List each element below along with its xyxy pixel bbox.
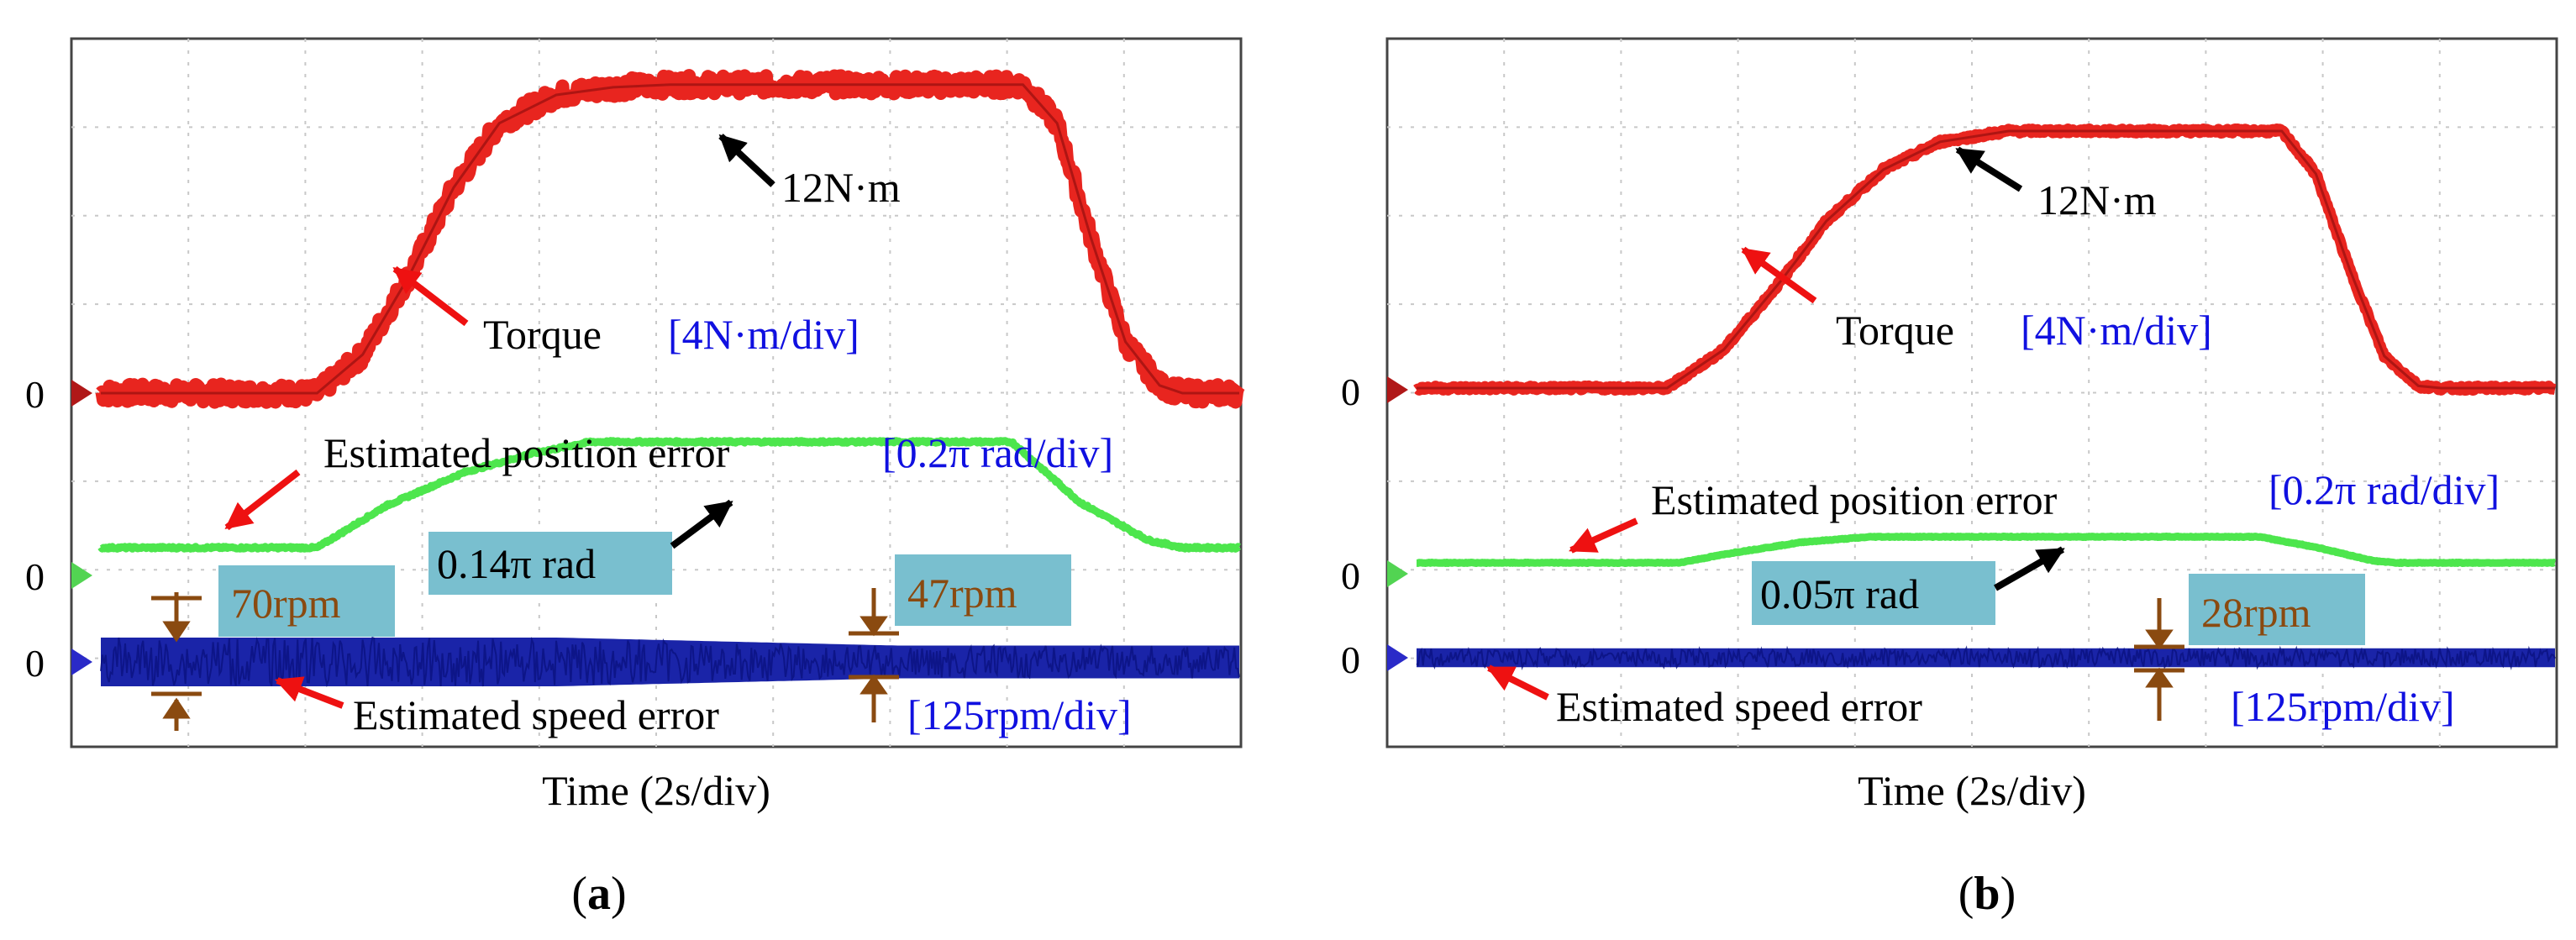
speed-pointer-arrow xyxy=(275,676,344,709)
position-value-arrow xyxy=(670,499,733,549)
torque-pointer-arrow xyxy=(1741,246,1817,304)
traces xyxy=(1412,123,2559,670)
torque-value-arrow xyxy=(1955,146,2023,192)
panel-label: (a) xyxy=(571,868,626,920)
rpm-box-end xyxy=(2189,574,2365,645)
speed-error-label: Estimated speed error xyxy=(353,691,719,738)
torque-value-label: 12N·m xyxy=(781,164,901,211)
position-scale: [0.2π rad/div] xyxy=(2268,466,2500,513)
speed-error-trace xyxy=(100,636,1240,688)
position-value-box xyxy=(428,532,672,595)
speed-error-label: Estimated speed error xyxy=(1556,683,1922,730)
panel-a: 0 0 0 12N·m Torque [4N·m/div] Estimated … xyxy=(25,37,1245,920)
position-error-trace xyxy=(1414,533,2558,567)
torque-trace-center xyxy=(101,83,1239,395)
rpm-bracket-end xyxy=(849,588,899,722)
x-axis-label: Time (2s/div) xyxy=(542,767,770,814)
torque-label: Torque xyxy=(483,311,602,358)
rpm-bracket-end xyxy=(2134,598,2184,721)
position-value-label: 0.05π rad xyxy=(1760,570,1919,617)
speed-zero-marker xyxy=(1387,644,1408,671)
position-pointer-arrow xyxy=(1569,517,1638,554)
panel-label: (b) xyxy=(1958,868,2016,920)
speed-zero-label: 0 xyxy=(1341,638,1360,681)
torque-scale: [4N·m/div] xyxy=(668,311,860,358)
position-error-label: Estimated position error xyxy=(323,429,730,476)
torque-scale: [4N·m/div] xyxy=(2021,307,2212,354)
speed-zero-marker xyxy=(71,649,92,675)
speed-error-trace xyxy=(1416,645,2556,670)
x-axis-label: Time (2s/div) xyxy=(1858,767,2086,814)
position-value-arrow xyxy=(1994,546,2065,591)
grid xyxy=(71,39,1241,747)
torque-trace xyxy=(95,69,1245,409)
position-zero-label: 0 xyxy=(1341,554,1360,597)
rpm-bracket-start xyxy=(151,592,202,731)
traces xyxy=(95,69,1245,688)
speed-pointer-arrow xyxy=(1486,664,1549,701)
position-error-label: Estimated position error xyxy=(1651,476,2058,523)
torque-trace-center xyxy=(1417,129,2555,390)
torque-zero-marker xyxy=(1387,376,1408,403)
position-zero-marker xyxy=(1387,560,1408,587)
torque-label: Torque xyxy=(1836,307,1954,354)
torque-zero-label: 0 xyxy=(25,373,45,416)
position-error-trace xyxy=(97,437,1242,553)
speed-scale: [125rpm/div] xyxy=(2231,683,2455,730)
rpm-box-end xyxy=(895,554,1071,626)
torque-zero-marker xyxy=(71,380,92,407)
position-pointer-arrow xyxy=(224,469,301,531)
torque-value-arrow xyxy=(718,134,775,187)
rpm-label-end: 47rpm xyxy=(907,570,1017,617)
torque-zero-label: 0 xyxy=(1341,370,1360,413)
position-scale: [0.2π rad/div] xyxy=(882,429,1113,476)
torque-pointer-arrow xyxy=(392,265,469,327)
position-zero-marker xyxy=(71,562,92,589)
torque-value-label: 12N·m xyxy=(2037,176,2157,223)
rpm-label-end: 28rpm xyxy=(2201,589,2311,636)
panel-b: 0 0 0 12N·m Torque [4N·m/div] Estimated … xyxy=(1341,37,2559,920)
position-value-label: 0.14π rad xyxy=(437,540,596,587)
rpm-label-start: 70rpm xyxy=(231,580,341,627)
speed-scale: [125rpm/div] xyxy=(907,691,1132,738)
speed-zero-label: 0 xyxy=(25,642,45,685)
rpm-box-start xyxy=(218,565,395,637)
position-zero-label: 0 xyxy=(25,555,45,598)
position-value-box xyxy=(1752,561,1995,625)
